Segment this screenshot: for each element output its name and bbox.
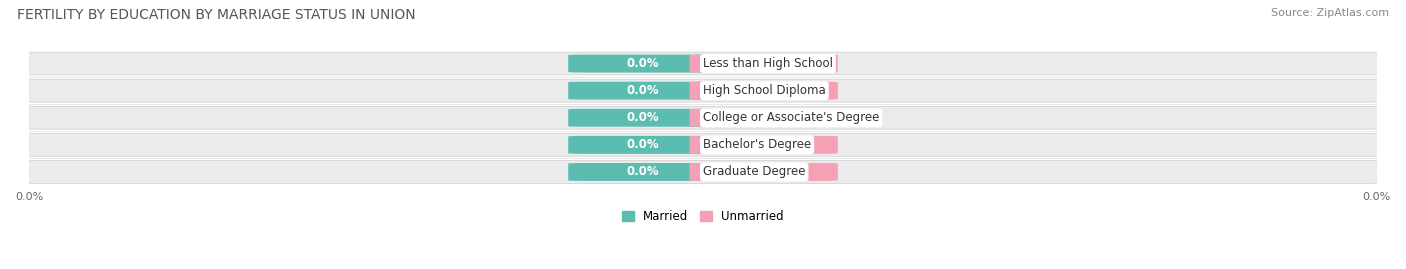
Text: Less than High School: Less than High School xyxy=(703,57,832,70)
Text: 0.0%: 0.0% xyxy=(748,138,780,151)
Text: 0.0%: 0.0% xyxy=(748,111,780,124)
Text: 0.0%: 0.0% xyxy=(626,165,658,178)
FancyBboxPatch shape xyxy=(689,82,838,100)
FancyBboxPatch shape xyxy=(568,82,717,100)
FancyBboxPatch shape xyxy=(8,133,1398,156)
Text: 0.0%: 0.0% xyxy=(748,165,780,178)
FancyBboxPatch shape xyxy=(8,161,1398,183)
Text: 0.0%: 0.0% xyxy=(626,57,658,70)
FancyBboxPatch shape xyxy=(689,55,838,72)
Text: 0.0%: 0.0% xyxy=(748,84,780,97)
FancyBboxPatch shape xyxy=(568,136,717,154)
Text: 0.0%: 0.0% xyxy=(626,138,658,151)
Text: 0.0%: 0.0% xyxy=(626,84,658,97)
FancyBboxPatch shape xyxy=(8,79,1398,102)
FancyBboxPatch shape xyxy=(689,136,838,154)
Text: 0.0%: 0.0% xyxy=(748,57,780,70)
FancyBboxPatch shape xyxy=(689,163,838,181)
FancyBboxPatch shape xyxy=(8,52,1398,75)
FancyBboxPatch shape xyxy=(568,55,717,72)
Text: College or Associate's Degree: College or Associate's Degree xyxy=(703,111,879,124)
FancyBboxPatch shape xyxy=(568,163,717,181)
Text: Bachelor's Degree: Bachelor's Degree xyxy=(703,138,811,151)
FancyBboxPatch shape xyxy=(689,109,838,127)
FancyBboxPatch shape xyxy=(568,109,717,127)
Text: Source: ZipAtlas.com: Source: ZipAtlas.com xyxy=(1271,8,1389,18)
Legend: Married, Unmarried: Married, Unmarried xyxy=(617,205,789,228)
Text: High School Diploma: High School Diploma xyxy=(703,84,825,97)
FancyBboxPatch shape xyxy=(8,106,1398,129)
Text: FERTILITY BY EDUCATION BY MARRIAGE STATUS IN UNION: FERTILITY BY EDUCATION BY MARRIAGE STATU… xyxy=(17,8,416,22)
Text: 0.0%: 0.0% xyxy=(626,111,658,124)
Text: Graduate Degree: Graduate Degree xyxy=(703,165,806,178)
